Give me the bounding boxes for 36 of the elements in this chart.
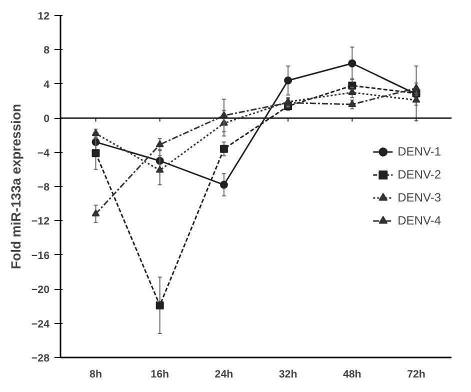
point — [348, 82, 356, 90]
point — [220, 180, 228, 189]
point — [412, 96, 420, 103]
y-tick-label: −28 — [31, 352, 50, 364]
y-tick-label: 4 — [44, 78, 50, 91]
x-tick-label: 48h — [342, 368, 362, 380]
y-tick-label: 12 — [38, 10, 50, 22]
x-tick-label: 72h — [407, 368, 426, 380]
y-tick-label: 8 — [44, 44, 50, 57]
point — [348, 59, 356, 68]
point — [284, 76, 292, 84]
point — [348, 100, 356, 107]
legend-label: DENV-4 — [398, 214, 441, 228]
point — [412, 84, 420, 91]
legend-label: DENV-2 — [398, 168, 441, 182]
x-tick-label: 24h — [214, 368, 234, 380]
legend-label: DENV-1 — [398, 144, 441, 158]
y-tick-label: −12 — [31, 216, 50, 228]
y-tick-label: −24 — [31, 318, 50, 330]
legend-label: DENV-3 — [398, 190, 441, 204]
point — [220, 144, 228, 153]
point — [156, 140, 164, 148]
point — [156, 301, 164, 310]
x-tick-label: 16h — [150, 368, 170, 380]
x-tick-label: 8h — [90, 368, 102, 380]
y-tick-label: −16 — [31, 250, 50, 262]
y-tick-label: −8 — [37, 182, 50, 194]
point — [92, 149, 100, 158]
y-tick-label: 0 — [44, 113, 50, 126]
point — [156, 166, 164, 173]
y-tick-label: −4 — [37, 147, 50, 160]
y-tick-label: −20 — [31, 284, 50, 296]
y-axis-title: Fold miR-133a expression — [8, 104, 24, 270]
point — [348, 88, 356, 95]
x-tick-label: 32h — [278, 368, 298, 380]
point — [92, 209, 100, 216]
